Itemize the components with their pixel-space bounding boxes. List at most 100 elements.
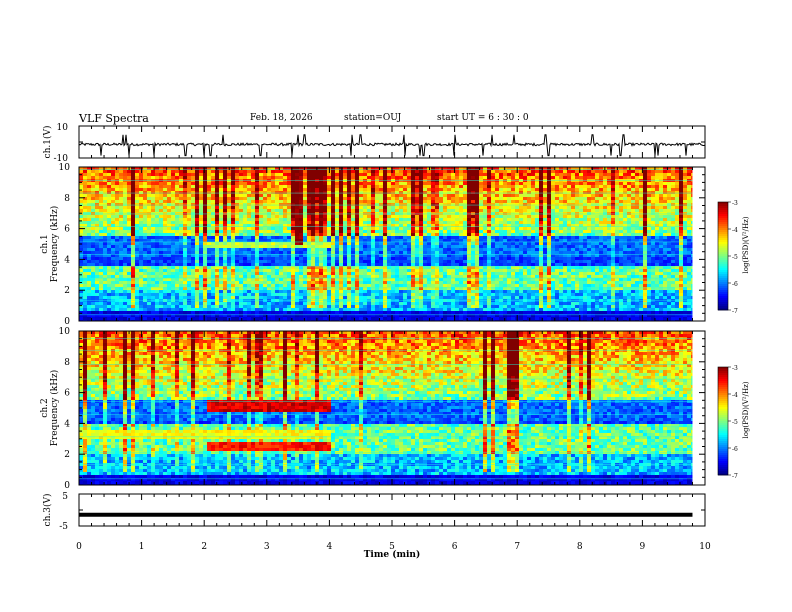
- spectrogram-cell: [331, 293, 336, 297]
- spectrogram-cell: [155, 266, 160, 270]
- spectrogram-cell: [375, 185, 380, 189]
- spectrogram-cell: [199, 242, 204, 246]
- spectrogram-cell: [423, 179, 428, 183]
- spectrogram-cell: [135, 272, 140, 276]
- spectrogram-cell: [407, 284, 412, 288]
- spectrogram-cell: [263, 299, 268, 303]
- spectrogram-cell: [139, 206, 144, 210]
- spectrogram-cell: [127, 281, 132, 285]
- spectrogram-cell: [443, 248, 448, 252]
- spectrogram-cell: [347, 317, 352, 321]
- spectrogram-cell: [435, 305, 440, 309]
- spectrogram-cell: [307, 299, 312, 303]
- spectrogram-cell: [119, 260, 124, 264]
- spectrogram-cell: [343, 170, 348, 174]
- spectrogram-cell: [187, 299, 192, 303]
- spectrogram-cell: [443, 206, 448, 210]
- spectrogram-cell: [87, 245, 92, 249]
- spectrogram-cell: [223, 200, 228, 204]
- spectrogram-cell: [275, 209, 280, 213]
- spectrogram-cell: [395, 254, 400, 258]
- spectrogram-cell: [199, 191, 204, 195]
- spectrogram-cell: [223, 167, 228, 171]
- spectrogram-cell: [363, 200, 368, 204]
- spectrogram-cell: [199, 251, 204, 255]
- spectrogram-cell: [311, 209, 316, 213]
- spectrogram-cell: [243, 281, 248, 285]
- spectrogram-cell: [411, 263, 416, 267]
- spectrogram-cell: [239, 242, 244, 246]
- spectrogram-cell: [151, 173, 156, 177]
- spectrogram-cell: [431, 296, 436, 300]
- spectrogram-cell: [427, 272, 432, 276]
- spectrogram-cell: [159, 224, 164, 228]
- spectrogram-cell: [115, 179, 120, 183]
- spectrogram-cell: [295, 224, 300, 228]
- spectrogram-cell: [255, 191, 260, 195]
- spectrogram-cell: [103, 173, 108, 177]
- spectrogram-cell: [83, 266, 88, 270]
- spectrogram-cell: [111, 194, 116, 198]
- spectrogram-cell: [399, 293, 404, 297]
- spectrogram-cell: [191, 179, 196, 183]
- spectrogram-cell: [375, 233, 380, 237]
- spectrogram-cell: [215, 275, 220, 279]
- spectrogram-cell: [411, 242, 416, 246]
- spectrogram-cell: [139, 299, 144, 303]
- spectrogram-cell: [311, 275, 316, 279]
- spectrogram-cell: [423, 254, 428, 258]
- spectrogram-cell: [135, 239, 140, 243]
- spectrogram-cell: [431, 248, 436, 252]
- spectrogram-cell: [107, 191, 112, 195]
- spectrogram-cell: [451, 254, 456, 258]
- spectrogram-cell: [231, 299, 236, 303]
- spectrogram-cell: [239, 194, 244, 198]
- spectrogram-cell: [147, 236, 152, 240]
- spectrogram-cell: [115, 308, 120, 312]
- spectrogram-cell: [299, 221, 304, 225]
- spectrogram-cell: [435, 215, 440, 219]
- spectrogram-cell: [195, 266, 200, 270]
- spectrogram-cell: [311, 254, 316, 258]
- spectrogram-cell: [287, 233, 292, 237]
- spectrogram-cell: [447, 293, 452, 297]
- spectrogram-cell: [351, 287, 356, 291]
- spectrogram-cell: [255, 239, 260, 243]
- spectrogram-cell: [307, 242, 312, 246]
- spectrogram-cell: [195, 176, 200, 180]
- spectrogram-cell: [199, 185, 204, 189]
- spectrogram-cell: [267, 260, 272, 264]
- spectrogram-cell: [291, 293, 296, 297]
- spectrogram-cell: [219, 224, 224, 228]
- spectrogram-cell: [143, 227, 148, 231]
- spectrogram-cell: [183, 239, 188, 243]
- spectrogram-cell: [235, 278, 240, 282]
- spectrogram-cell: [259, 182, 264, 186]
- spectrogram-cell: [87, 224, 92, 228]
- spectrogram-cell: [139, 215, 144, 219]
- spectrogram-cell: [243, 173, 248, 177]
- spectrogram-cell: [419, 215, 424, 219]
- spectrogram-cell: [119, 230, 124, 234]
- spectrogram-cell: [115, 305, 120, 309]
- spectrogram-cell: [163, 248, 168, 252]
- spectrogram-cell: [119, 191, 124, 195]
- spectrogram-cell: [219, 176, 224, 180]
- spectrogram-cell: [303, 257, 308, 261]
- spectrogram-cell: [191, 200, 196, 204]
- spectrogram-cell: [435, 185, 440, 189]
- spectrogram-cell: [443, 179, 448, 183]
- spectrogram-cell: [267, 206, 272, 210]
- spectrogram-cell: [391, 287, 396, 291]
- spectrogram-cell: [383, 179, 388, 183]
- spectrogram-cell: [243, 317, 248, 321]
- spectrogram-cell: [99, 173, 104, 177]
- spectrogram-cell: [227, 293, 232, 297]
- spectrogram-cell: [279, 239, 284, 243]
- spectrogram-cell: [295, 281, 300, 285]
- spectrogram-cell: [339, 251, 344, 255]
- spectrogram-cell: [351, 302, 356, 306]
- spectrogram-cell: [331, 194, 336, 198]
- spectrogram-cell: [395, 170, 400, 174]
- spectrogram-cell: [123, 284, 128, 288]
